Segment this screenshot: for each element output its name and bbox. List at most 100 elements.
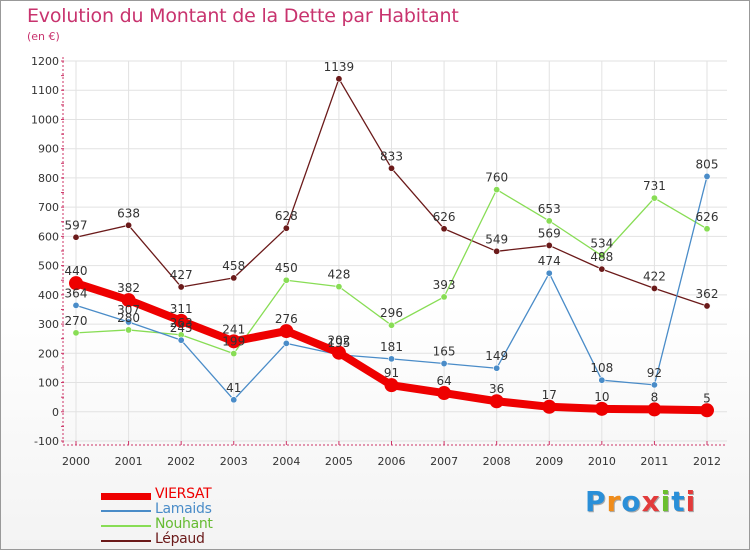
data-label: 91 [384, 366, 399, 380]
data-point [594, 401, 609, 416]
data-label: 181 [380, 340, 403, 354]
x-tick-label: 2001 [115, 455, 143, 468]
data-point [121, 293, 136, 308]
data-point [125, 326, 133, 334]
data-point [387, 164, 395, 172]
data-label: 628 [275, 209, 298, 223]
legend-label: Lamaids [155, 501, 212, 517]
legend-swatch [101, 510, 151, 512]
data-point [545, 217, 553, 225]
data-label: 311 [170, 302, 193, 316]
data-label: 199 [222, 335, 245, 349]
data-point [69, 276, 83, 291]
y-tick-label: 500 [38, 260, 59, 273]
data-point [72, 329, 80, 337]
data-label: 1139 [324, 60, 355, 74]
data-label: 638 [117, 206, 140, 220]
proxiti-logo: Proxiti [585, 485, 696, 518]
data-label: 241 [222, 322, 245, 336]
data-point [440, 293, 448, 301]
data-label: 263 [170, 316, 193, 330]
data-label: 760 [485, 171, 508, 185]
x-tick-label: 2007 [430, 455, 458, 468]
data-label: 474 [538, 254, 561, 268]
data-label: 165 [433, 345, 456, 359]
data-label: 10 [594, 390, 609, 404]
data-point [493, 364, 501, 372]
data-point [282, 339, 290, 347]
x-tick-label: 2011 [640, 455, 668, 468]
y-tick-label: 1200 [31, 55, 59, 68]
data-point [598, 265, 606, 273]
data-label: 280 [117, 311, 140, 325]
y-tick-label: 800 [38, 172, 59, 185]
data-label: 428 [327, 268, 350, 282]
y-tick-label: 1000 [31, 113, 59, 126]
data-label: 488 [590, 250, 613, 264]
x-tick-label: 2009 [535, 455, 563, 468]
legend-swatch [101, 540, 151, 542]
y-tick-label: 100 [38, 377, 59, 390]
data-point [598, 376, 606, 384]
data-label: 364 [65, 286, 88, 300]
x-tick-label: 2004 [272, 455, 300, 468]
data-label: 458 [222, 259, 245, 273]
chart-subtitle: (en €) [27, 30, 60, 43]
x-tick-label: 2005 [325, 455, 353, 468]
y-tick-label: 600 [38, 230, 59, 243]
y-tick-label: -100 [34, 435, 59, 448]
data-label: 653 [538, 202, 561, 216]
data-label: 8 [651, 390, 659, 404]
data-label: 202 [327, 334, 350, 348]
y-tick-label: 900 [38, 143, 59, 156]
x-tick-label: 2010 [588, 455, 616, 468]
legend-swatch [101, 493, 151, 500]
data-label: 597 [65, 218, 88, 232]
y-tick-label: 1100 [31, 84, 59, 97]
data-label: 450 [275, 261, 298, 275]
data-point [703, 302, 711, 310]
data-label: 276 [275, 312, 298, 326]
data-point [700, 403, 714, 418]
y-tick-label: 0 [52, 406, 59, 419]
data-label: 307 [117, 303, 140, 317]
data-label: 626 [696, 210, 719, 224]
data-point [125, 318, 133, 326]
chart-title: Evolution du Montant de la Dette par Hab… [27, 5, 459, 27]
data-label: 41 [226, 381, 241, 395]
x-tick-label: 2003 [220, 455, 248, 468]
data-label: 36 [489, 382, 504, 396]
data-label: 422 [643, 269, 666, 283]
data-point [493, 247, 501, 255]
data-label: 805 [696, 157, 719, 171]
data-point [282, 276, 290, 284]
x-tick-label: 2012 [693, 455, 721, 468]
logo-letter: o [621, 485, 642, 518]
data-label: 92 [647, 366, 662, 380]
data-label: 440 [65, 264, 88, 278]
data-point [703, 172, 711, 180]
data-point [493, 186, 501, 194]
data-label: 549 [485, 232, 508, 246]
y-tick-label: 200 [38, 347, 59, 360]
data-label: 569 [538, 226, 561, 240]
data-point [545, 241, 553, 249]
data-point [125, 221, 133, 229]
data-point [177, 283, 185, 291]
data-point [230, 274, 238, 282]
data-point [384, 378, 399, 393]
data-point [545, 269, 553, 277]
data-point [650, 381, 658, 389]
data-point [230, 350, 238, 358]
data-label: 64 [436, 374, 451, 388]
legend-label: Lépaud [155, 531, 205, 547]
data-label: 534 [590, 237, 613, 251]
data-point [542, 399, 557, 414]
data-point [387, 355, 395, 363]
logo-letter: t [671, 485, 686, 518]
logo-letter: P [585, 485, 607, 518]
data-point [387, 321, 395, 329]
data-label: 731 [643, 179, 666, 193]
data-label: 245 [170, 321, 193, 335]
